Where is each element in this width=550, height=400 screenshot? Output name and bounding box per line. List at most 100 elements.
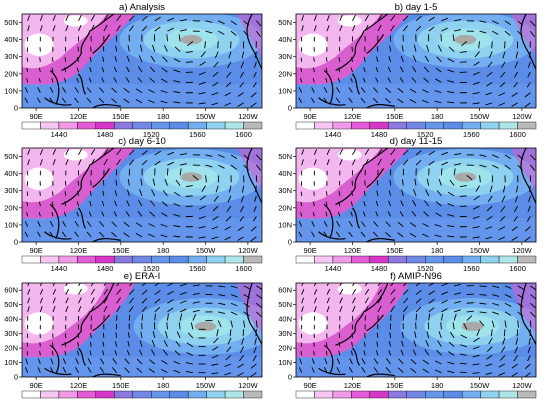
wind-vector xyxy=(415,283,421,287)
wind-vector xyxy=(174,46,181,52)
colorbar-swatch xyxy=(114,390,133,399)
wind-vector xyxy=(472,346,480,350)
wind-vector xyxy=(213,61,219,68)
wind-vector xyxy=(426,44,430,52)
wind-vector xyxy=(198,81,206,85)
wind-vector xyxy=(441,27,448,32)
wind-vector xyxy=(312,67,315,73)
tropical-band xyxy=(22,218,262,242)
wind-vector xyxy=(301,149,305,155)
colorbar-swatch xyxy=(517,255,537,264)
wind-vector xyxy=(499,82,506,88)
wind-vector xyxy=(335,97,341,104)
wind-vector xyxy=(27,159,30,166)
colorbar-swatch xyxy=(58,255,78,264)
wind-vector xyxy=(224,363,232,368)
wind-vector xyxy=(86,221,92,227)
lat-tick-label: 20N xyxy=(4,203,18,212)
wind-vector xyxy=(102,341,105,347)
wind-vector xyxy=(135,222,143,227)
wind-vector xyxy=(218,164,225,169)
colorbar-tick-label: 1560 xyxy=(189,130,206,139)
wind-vector xyxy=(102,46,105,52)
coastline xyxy=(44,97,72,106)
wind-vector xyxy=(77,341,79,347)
wind-vector xyxy=(52,306,56,313)
wind-vector xyxy=(139,189,143,197)
wind-vector xyxy=(447,58,455,63)
wind-vector xyxy=(313,159,317,166)
wind-vector xyxy=(412,200,417,207)
colorbar-tick-label: 1480 xyxy=(97,130,114,139)
wind-vector xyxy=(198,236,206,239)
wind-vector xyxy=(351,46,353,52)
missing-data-area xyxy=(298,167,328,191)
wind-vector xyxy=(399,211,404,217)
wind-vector xyxy=(412,349,417,356)
wind-vector xyxy=(103,148,109,156)
wind-vector xyxy=(173,213,181,217)
lon-tick-label: 90E xyxy=(303,112,316,121)
wind-vector xyxy=(127,332,130,339)
lat-tick-label: 10N xyxy=(278,220,292,229)
tropical-band xyxy=(22,84,262,108)
wind-vector xyxy=(150,200,156,207)
coastline xyxy=(61,148,115,205)
wind-vector xyxy=(124,367,130,373)
wind-vector xyxy=(425,340,430,347)
wind-vector xyxy=(415,298,422,304)
wind-vector xyxy=(339,159,343,166)
coastline xyxy=(49,344,60,375)
wind-vector xyxy=(239,355,245,362)
wind-vector xyxy=(111,87,117,93)
wind-vector xyxy=(62,358,67,365)
wind-vector xyxy=(192,314,197,321)
wind-vector xyxy=(212,81,219,87)
lat-tick-label: 60N xyxy=(278,286,292,295)
east-low-region xyxy=(236,14,262,57)
wind-vector xyxy=(229,185,232,193)
colorbar-swatch xyxy=(314,390,334,399)
wind-vector xyxy=(313,57,315,62)
map-panel: b) day 1-5 50N 40N 30N 20N 10N 0 90E 120E 150E 180… xyxy=(278,2,537,139)
tropical-band xyxy=(296,84,536,108)
coastline xyxy=(92,373,121,377)
wind-vector xyxy=(230,320,233,328)
wind-vector xyxy=(385,87,391,93)
wind-vector xyxy=(325,211,328,217)
wind-vector xyxy=(230,164,237,170)
wind-vector xyxy=(205,164,213,168)
wind-vector xyxy=(325,350,328,356)
colorbar-swatch xyxy=(406,390,426,399)
coastline xyxy=(246,148,262,205)
wind-vector xyxy=(237,236,244,241)
wind-vector xyxy=(349,358,353,365)
lat-tick-label: 10N xyxy=(278,86,292,95)
wind-vector xyxy=(198,102,206,105)
wind-vector xyxy=(515,337,519,345)
wind-vector xyxy=(466,293,474,296)
high-center xyxy=(454,34,477,45)
wind-vector xyxy=(513,71,519,78)
wind-vector xyxy=(372,97,379,104)
wind-vector xyxy=(224,226,232,231)
wind-vector xyxy=(453,309,461,313)
wind-vector xyxy=(141,306,147,313)
coastline xyxy=(520,148,536,205)
wind-vector xyxy=(504,302,512,307)
wind-vector xyxy=(116,305,121,313)
wind-vector xyxy=(154,306,161,313)
wind-vector xyxy=(415,313,418,321)
wind-vector xyxy=(397,221,404,227)
wind-vector xyxy=(363,350,366,356)
wind-vector xyxy=(64,67,67,73)
wind-vector xyxy=(339,148,343,156)
wind-vector xyxy=(339,297,343,304)
wind-vector xyxy=(114,190,118,196)
wind-vector xyxy=(237,226,244,232)
lat-tick-label: 40N xyxy=(4,35,18,44)
wind-vector xyxy=(89,67,92,73)
wind-vector xyxy=(375,200,379,207)
wind-vector xyxy=(243,311,250,317)
wind-vector xyxy=(428,150,435,156)
